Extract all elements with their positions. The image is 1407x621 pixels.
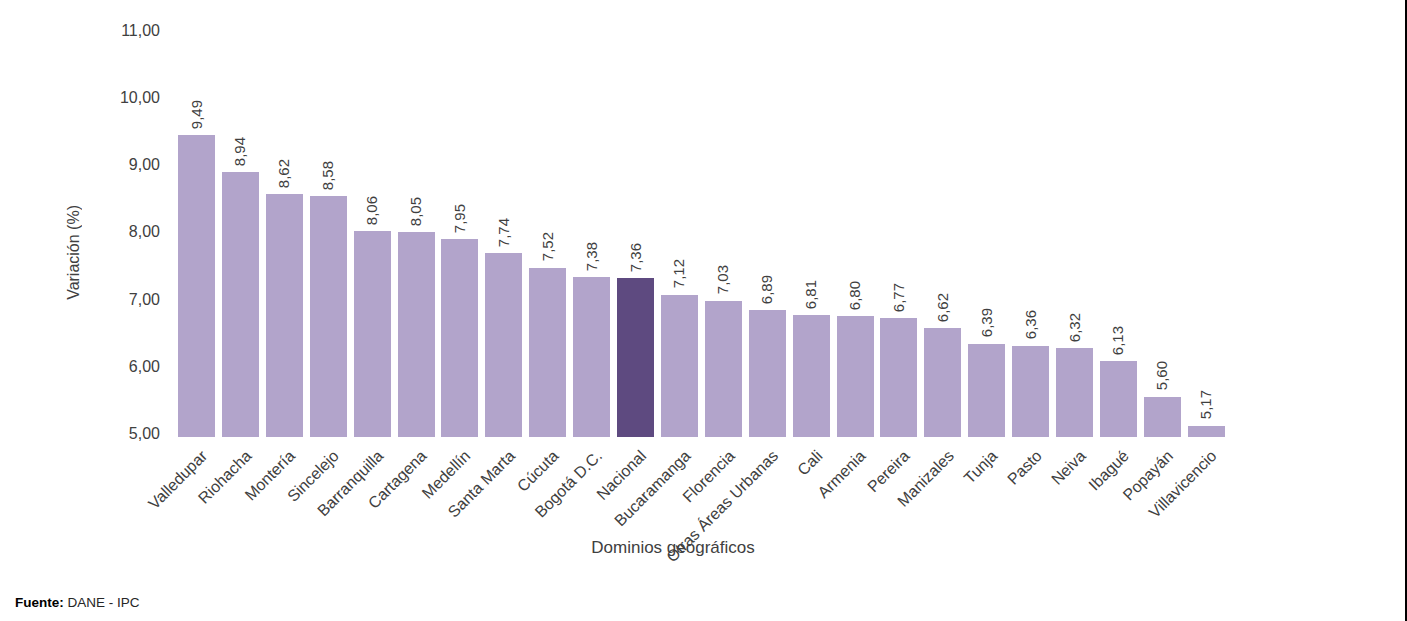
bar [705,301,742,437]
bar [354,231,391,437]
bar-value-label: 6,36 [1022,310,1040,339]
bar-value-label: 5,17 [1197,390,1215,419]
bar [837,316,874,437]
bar [178,135,215,437]
bar [1012,346,1049,437]
bar-value-label: 7,52 [539,232,557,261]
bar-value-label: 7,12 [670,259,688,288]
y-tick-label: 10,00 [96,89,160,107]
bar [573,277,610,437]
bar-value-label: 8,62 [275,159,293,188]
bar-value-label: 7,38 [583,242,601,271]
bar [749,310,786,437]
bar-value-label: 7,03 [714,265,732,294]
bar [529,268,566,437]
bar-value-label: 6,39 [978,308,996,337]
category-label: Valledupar [145,447,211,513]
category-label: Neiva [1048,447,1090,489]
bar [617,278,654,437]
bar [1100,361,1137,437]
bar [1056,348,1093,437]
bar-value-label: 6,13 [1109,326,1127,355]
bar-value-label: 6,77 [890,283,908,312]
bar [222,172,259,437]
bar [968,344,1005,437]
bar-value-label: 6,80 [846,281,864,310]
y-tick-label: 9,00 [96,156,160,174]
category-label: Pasto [1004,447,1046,489]
y-axis-title: Variación (%) [64,205,84,300]
category-label: Armenia [815,447,870,502]
bar [1188,426,1225,437]
category-label: Cali [794,447,826,479]
bar-value-label: 8,05 [407,197,425,226]
y-tick-label: 5,00 [96,425,160,443]
bar-value-label: 5,60 [1153,361,1171,390]
bar-value-label: 7,36 [627,243,645,272]
bar [880,318,917,437]
bar-value-label: 6,32 [1066,313,1084,342]
bar [441,239,478,437]
bar-value-label: 7,74 [495,218,513,247]
bar-value-label: 6,81 [802,280,820,309]
bar-value-label: 8,58 [319,161,337,190]
bar-value-label: 8,06 [363,196,381,225]
bar [485,253,522,437]
bar [398,232,435,437]
bar-value-label: 8,94 [231,137,249,166]
bar [1144,397,1181,437]
bar-value-label: 7,95 [451,204,469,233]
source-note: Fuente: DANE - IPC [15,595,140,610]
bar [266,194,303,437]
y-tick-label: 7,00 [96,291,160,309]
y-tick-label: 8,00 [96,223,160,241]
source-label: Fuente: [15,595,64,610]
bar [310,196,347,437]
bar [793,315,830,437]
y-tick-label: 11,00 [96,22,160,40]
y-tick-label: 6,00 [96,358,160,376]
chart-page: Variación (%) Dominios geográficos 5,006… [0,0,1407,621]
bar [924,328,961,437]
source-text: DANE - IPC [64,595,140,610]
bar-value-label: 6,89 [758,275,776,304]
category-label: Tunja [961,447,1002,488]
bar-value-label: 9,49 [188,100,206,129]
bar [661,295,698,437]
bar-chart: Variación (%) Dominios geográficos 5,006… [0,0,1405,621]
bar-value-label: 6,62 [934,293,952,322]
